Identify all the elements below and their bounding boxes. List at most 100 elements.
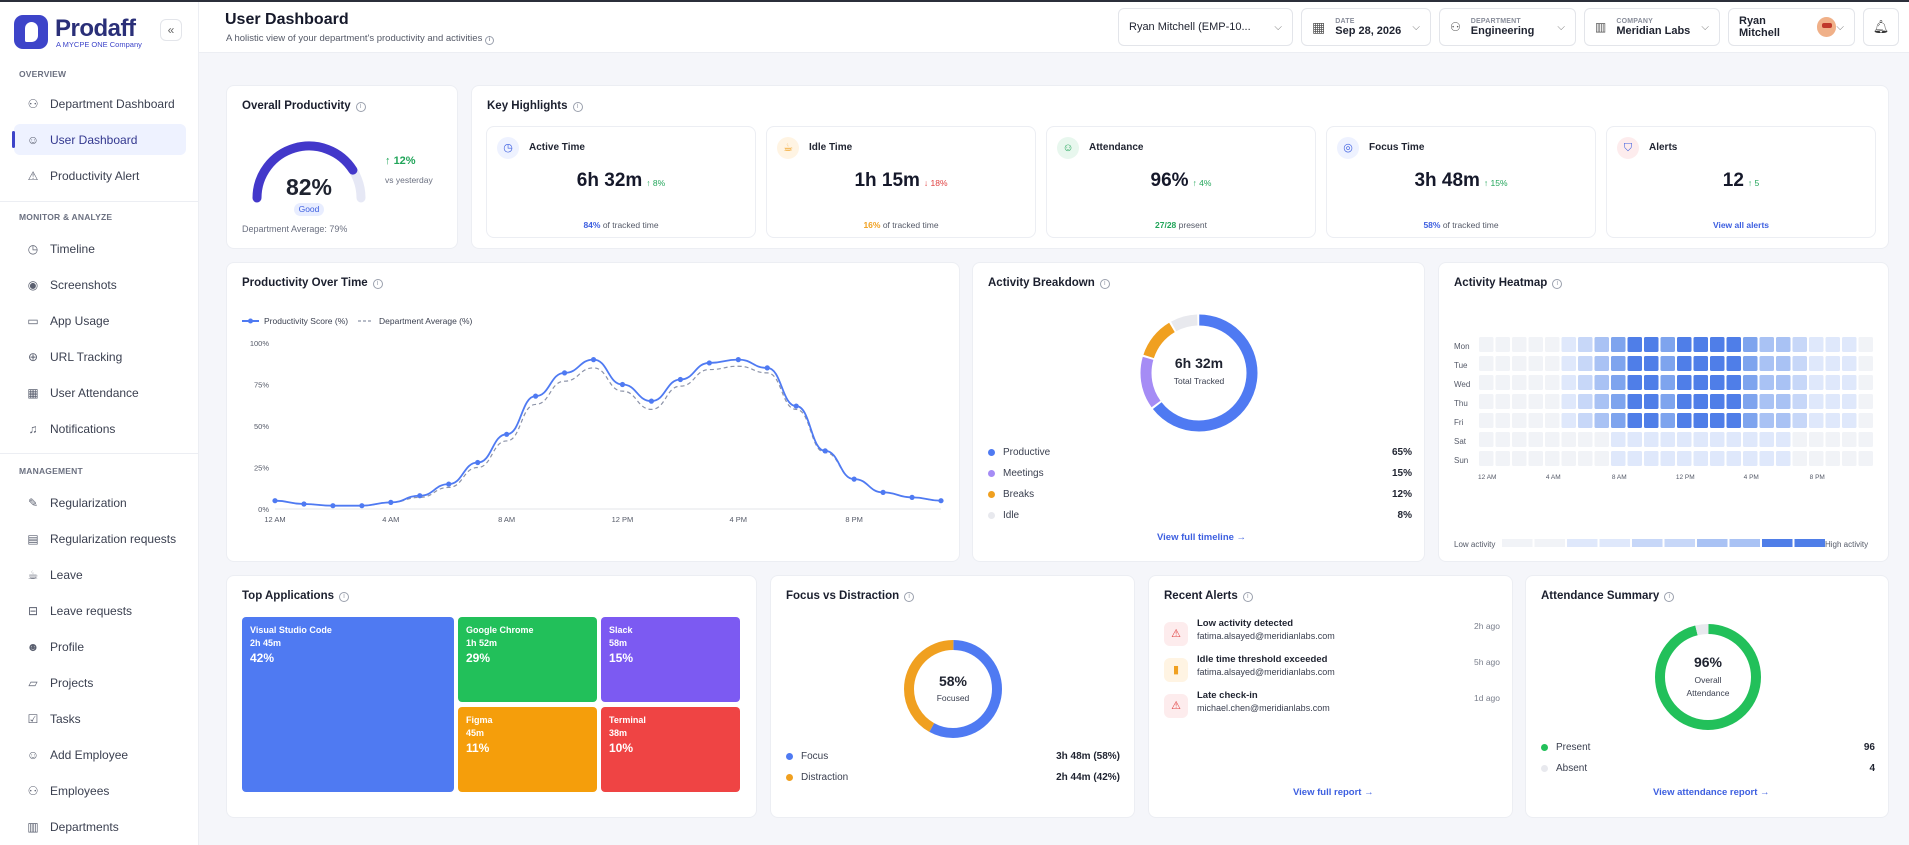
heatmap-cell [1495, 394, 1510, 409]
legend-value: 2h 44m (42%) [1056, 772, 1120, 783]
building-icon: ▥ [27, 819, 39, 834]
alert-item[interactable]: ▮ Idle time threshold exceeded fatima.alsa… [1164, 654, 1500, 684]
highlight-footer-text: of tracked time [880, 220, 939, 230]
sidebar-item-app-usage[interactable]: ▭ App Usage [14, 305, 186, 336]
data-point [475, 459, 481, 466]
sidebar-item-add-employee[interactable]: ☺ Add Employee [14, 739, 186, 770]
heatmap-cell [1693, 394, 1708, 409]
view-full-timeline-link[interactable]: View full timeline → [1157, 532, 1247, 543]
heatmap-cell [1594, 375, 1609, 390]
heatmap-cell [1512, 356, 1527, 371]
sidebar-item-user-dashboard[interactable]: ☺ User Dashboard [12, 124, 186, 155]
sidebar-item-tasks[interactable]: ☑ Tasks [14, 703, 186, 734]
sidebar-item-leave-requests[interactable]: ⊟ Leave requests [14, 595, 186, 626]
highlight-idle-time[interactable]: ☕ Idle Time 1h 15m ↓ 18% 16% of tracked time [766, 126, 1036, 238]
highlight-alerts[interactable]: ⛉ Alerts 12 ↑ 5 View all alerts [1606, 126, 1876, 238]
heatmap-cell [1594, 413, 1609, 428]
sidebar-item-url-tracking[interactable]: ⊕ URL Tracking [14, 341, 186, 372]
page-title: User Dashboard [225, 11, 349, 28]
company-select[interactable]: ▥ COMPANY Meridian Labs ⌵ [1584, 8, 1720, 46]
app-tile-terminal[interactable]: Terminal 38m 10% [601, 707, 740, 792]
sidebar-item-profile[interactable]: ☻ Profile [14, 631, 186, 662]
legend-item-absent: Absent 4 [1541, 763, 1875, 774]
heatmap-cell [1693, 337, 1708, 352]
heatmap-cell [1627, 394, 1642, 409]
heatmap-cell [1594, 432, 1609, 447]
highlight-value-text: 12 [1722, 170, 1744, 191]
highlight-focus-time[interactable]: ◎ Focus Time 3h 48m ↑ 15% 58% of tracked tim… [1326, 126, 1596, 238]
heatmap-hour-label: 8 AM [1612, 474, 1627, 481]
data-point [561, 370, 568, 376]
app-tile-figma[interactable]: Figma 45m 11% [458, 707, 597, 792]
data-point [330, 503, 336, 509]
view-attendance-report-link[interactable]: View attendance report → [1653, 787, 1770, 798]
y-tick-label: 25% [254, 464, 269, 473]
heatmap-cell [1495, 356, 1510, 371]
card-title: Activity Heatmap i [1454, 277, 1563, 289]
highlight-attendance[interactable]: ☺ Attendance 96% ↑ 4% 27/28 present [1046, 126, 1316, 238]
legend-item-productive: Productive 65% [988, 447, 1412, 458]
heatmap-cell [1644, 394, 1659, 409]
heatmap-cell [1611, 451, 1626, 466]
highlight-name: Focus Time [1369, 142, 1425, 153]
collapse-sidebar-button[interactable]: « [160, 19, 182, 41]
heatmap-day-label: Sun [1454, 456, 1468, 465]
app-time: 45m [466, 728, 485, 738]
heatmap-cell [1776, 413, 1791, 428]
notifications-button[interactable]: 🔔︎ [1863, 8, 1899, 46]
highlight-active-time[interactable]: ◷ Active Time 6h 32m ↑ 8% 84% of tracked tim… [486, 126, 756, 238]
heatmap-cell [1479, 375, 1494, 390]
employee-select[interactable]: Ryan Mitchell (EMP-10... ⌵ [1118, 8, 1293, 46]
legend-dot [988, 470, 995, 477]
inbox-icon: ⊟ [27, 603, 39, 618]
sidebar-item-employees[interactable]: ⚇ Employees [14, 775, 186, 806]
legend-dot [988, 491, 995, 498]
alert-item[interactable]: ⚠ Low activity detected fatima.alsayed@mer… [1164, 618, 1500, 648]
sidebar-item-leave[interactable]: ☕ Leave [14, 559, 186, 590]
view-full-report-link[interactable]: View full report → [1293, 787, 1374, 798]
app-time: 1h 52m [466, 638, 498, 648]
alert-item[interactable]: ⚠ Late check-in michael.chen@meridianlabs.… [1164, 690, 1500, 720]
heatmap-cell [1726, 337, 1741, 352]
department-select[interactable]: ⚇ DEPARTMENT Engineering ⌵ [1439, 8, 1576, 46]
user-menu[interactable]: Ryan Mitchell ⌵ [1728, 8, 1855, 46]
heatmap-cell [1858, 337, 1873, 352]
heatmap-cell [1776, 356, 1791, 371]
data-point [417, 493, 423, 499]
heatmap-cell [1825, 451, 1840, 466]
sidebar-item-regularization[interactable]: ✎ Regularization [14, 487, 186, 518]
sidebar-item-timeline[interactable]: ◷ Timeline [14, 233, 186, 264]
x-tick-label: 12 AM [264, 515, 285, 524]
brand-logo-icon[interactable] [14, 15, 48, 49]
app-tile-slack[interactable]: Slack 58m 15% [601, 617, 740, 702]
data-point [822, 448, 828, 454]
legend-dot [786, 774, 793, 781]
date-picker[interactable]: ▦ DATE Sep 28, 2026 ⌵ [1301, 8, 1431, 46]
sidebar-item-regularization-requests[interactable]: ▤ Regularization requests [14, 523, 186, 554]
heatmap-cell [1545, 394, 1560, 409]
sidebar-item-departments[interactable]: ▥ Departments [14, 811, 186, 842]
heatmap-hour-label: 8 PM [1810, 474, 1825, 481]
sidebar-item-user-attendance[interactable]: ▦ User Attendance [14, 377, 186, 408]
heatmap-cell [1842, 337, 1857, 352]
info-icon[interactable]: i [484, 36, 494, 45]
warning-icon: ⚠ [1164, 622, 1188, 646]
clock-icon: ◷ [497, 137, 519, 159]
heatmap-cell [1561, 356, 1576, 371]
app-tile-google-chrome[interactable]: Google Chrome 1h 52m 29% [458, 617, 597, 702]
sidebar-item-productivity-alert[interactable]: ⚠ Productivity Alert [14, 160, 186, 191]
productivity-value: 82% [285, 174, 333, 200]
attendance-summary-card: Attendance Summary i 96% Overall Attendan… [1525, 575, 1889, 818]
highlight-footer: 58% of tracked time [1327, 220, 1595, 230]
sidebar-item-screenshots[interactable]: ◉ Screenshots [14, 269, 186, 300]
heatmap-cell [1611, 394, 1626, 409]
app-name: Google Chrome [466, 625, 534, 635]
sidebar-item-notifications[interactable]: ♫ Notifications [14, 413, 186, 444]
sidebar-item-department-dashboard[interactable]: ⚇ Department Dashboard [14, 88, 186, 119]
sidebar-item-projects[interactable]: ▱ Projects [14, 667, 186, 698]
x-tick-label: 4 PM [730, 515, 748, 524]
app-tile-visual-studio-code[interactable]: Visual Studio Code 2h 45m 42% [242, 617, 454, 792]
heatmap-cell [1693, 375, 1708, 390]
highlight-footer[interactable]: View all alerts [1607, 220, 1875, 230]
app-percent: 29% [466, 651, 491, 665]
